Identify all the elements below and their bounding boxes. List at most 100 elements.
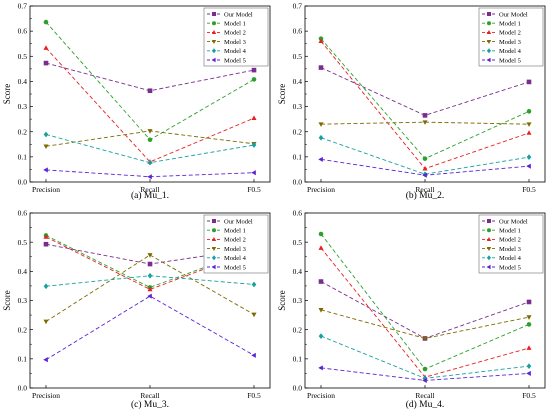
x-tick-label: F0.5 [522, 391, 536, 400]
y-tick-label: 0.4 [18, 267, 28, 276]
y-tick-label: 0.1 [18, 152, 28, 161]
data-point [147, 286, 153, 292]
legend-marker [211, 57, 216, 63]
data-point [526, 322, 532, 327]
legend-marker [486, 40, 492, 44]
data-point [526, 315, 532, 320]
y-tick-label: 0.6 [18, 209, 28, 218]
data-point [43, 144, 49, 150]
legend-entry: Model 3 [499, 39, 521, 46]
legend-marker [211, 247, 217, 251]
data-point [526, 130, 532, 135]
y-tick-label: 0.2 [18, 127, 28, 136]
data-point [526, 122, 532, 127]
legend-entry: Model 3 [224, 246, 246, 253]
data-point [251, 142, 257, 148]
data-point [43, 283, 49, 290]
data-point [318, 365, 323, 371]
y-tick-label: 0.3 [18, 102, 28, 111]
data-point [526, 109, 532, 114]
legend-marker [212, 48, 216, 54]
data-point [251, 67, 257, 73]
y-tick-label: 0.2 [293, 325, 303, 334]
data-point [147, 159, 153, 166]
data-point [318, 231, 324, 237]
legend-marker [211, 30, 217, 34]
y-tick-label: 0.6 [293, 209, 303, 218]
legend-marker [211, 237, 217, 241]
legend-entry: Model 2 [224, 30, 246, 37]
legend-marker [212, 228, 216, 233]
y-tick-label: 0.5 [18, 52, 28, 61]
legend: Our Model Model 1 Model 2 Model 3 Model 4 Mod… [478, 7, 544, 67]
data-point [147, 174, 152, 180]
legend-entry: Model 2 [499, 237, 521, 244]
x-tick-label: Recall [140, 391, 159, 400]
legend-entry: Our Model [499, 11, 528, 18]
y-tick-label: 0.5 [18, 238, 28, 247]
series-line-1 [320, 281, 530, 339]
legend-entry: Model 4 [224, 255, 247, 262]
data-point [318, 333, 324, 339]
x-tick-label: Precision [32, 391, 60, 400]
y-axis-title: Score [277, 84, 287, 105]
y-tick-label: 0.6 [18, 27, 28, 36]
y-tick-label: 0.4 [293, 267, 303, 276]
data-point [422, 366, 428, 372]
chart-panel-4: 0.0 0.1 0.2 0.3 0.4 0.5 0.6 Precision Recall F0.5… [277, 209, 546, 410]
data-point [526, 363, 532, 369]
x-tick-label: F0.5 [247, 185, 261, 194]
y-tick-label: 0.7 [293, 2, 303, 11]
series-line-4 [45, 254, 255, 322]
x-tick-label: Recall [140, 185, 159, 194]
legend-box [203, 214, 269, 274]
legend-marker [487, 48, 491, 54]
y-tick-label: 0.5 [293, 238, 303, 247]
y-tick-label: 0.3 [293, 102, 303, 111]
data-point [251, 281, 257, 288]
data-point [422, 336, 428, 342]
legend-box [478, 7, 544, 67]
legend-entry: Model 1 [499, 21, 521, 28]
data-point [147, 253, 153, 258]
legend-entry: Model 2 [499, 30, 521, 37]
y-tick-label: 0.2 [18, 325, 28, 334]
data-point [526, 163, 531, 169]
legend-entry: Our Model [499, 218, 528, 225]
panel-caption: (c) Mu_3. [131, 399, 169, 410]
data-point [318, 307, 324, 313]
data-point [147, 272, 153, 279]
y-tick-label: 0.1 [293, 354, 303, 363]
data-point [251, 312, 257, 318]
y-tick-label: 0.4 [18, 77, 28, 86]
legend-marker [487, 228, 491, 233]
data-point [43, 60, 49, 66]
data-point [422, 120, 428, 125]
data-point [526, 79, 532, 85]
x-tick-label: F0.5 [247, 391, 261, 400]
legend-marker [487, 219, 491, 223]
legend: Our Model Model 1 Model 2 Model 3 Model 4 Mod… [203, 7, 269, 67]
legend-entry: Model 5 [499, 264, 521, 271]
y-tick-label: 0.0 [293, 384, 303, 393]
legend-box [203, 7, 269, 67]
data-point [318, 245, 324, 250]
data-point [422, 156, 428, 161]
data-point [318, 65, 324, 70]
data-point [147, 137, 153, 143]
data-point [251, 170, 256, 176]
chart-panel-1: 0.0 0.1 0.2 0.3 0.4 0.5 0.6 0.7 Precision Recall F… [2, 2, 271, 201]
y-tick-label: 0.2 [293, 127, 303, 136]
legend-entry: Our Model [224, 11, 253, 18]
y-tick-label: 0.1 [18, 354, 28, 363]
y-tick-label: 0.5 [293, 52, 303, 61]
legend-entry: Model 4 [224, 48, 247, 55]
legend-entry: Model 2 [224, 237, 246, 244]
y-tick-label: 0.0 [18, 178, 28, 187]
data-point [422, 113, 428, 118]
data-point [43, 234, 49, 239]
legend-entry: Model 3 [224, 39, 246, 46]
legend-entry: Model 1 [224, 228, 246, 235]
legend-entry: Model 3 [499, 246, 521, 253]
